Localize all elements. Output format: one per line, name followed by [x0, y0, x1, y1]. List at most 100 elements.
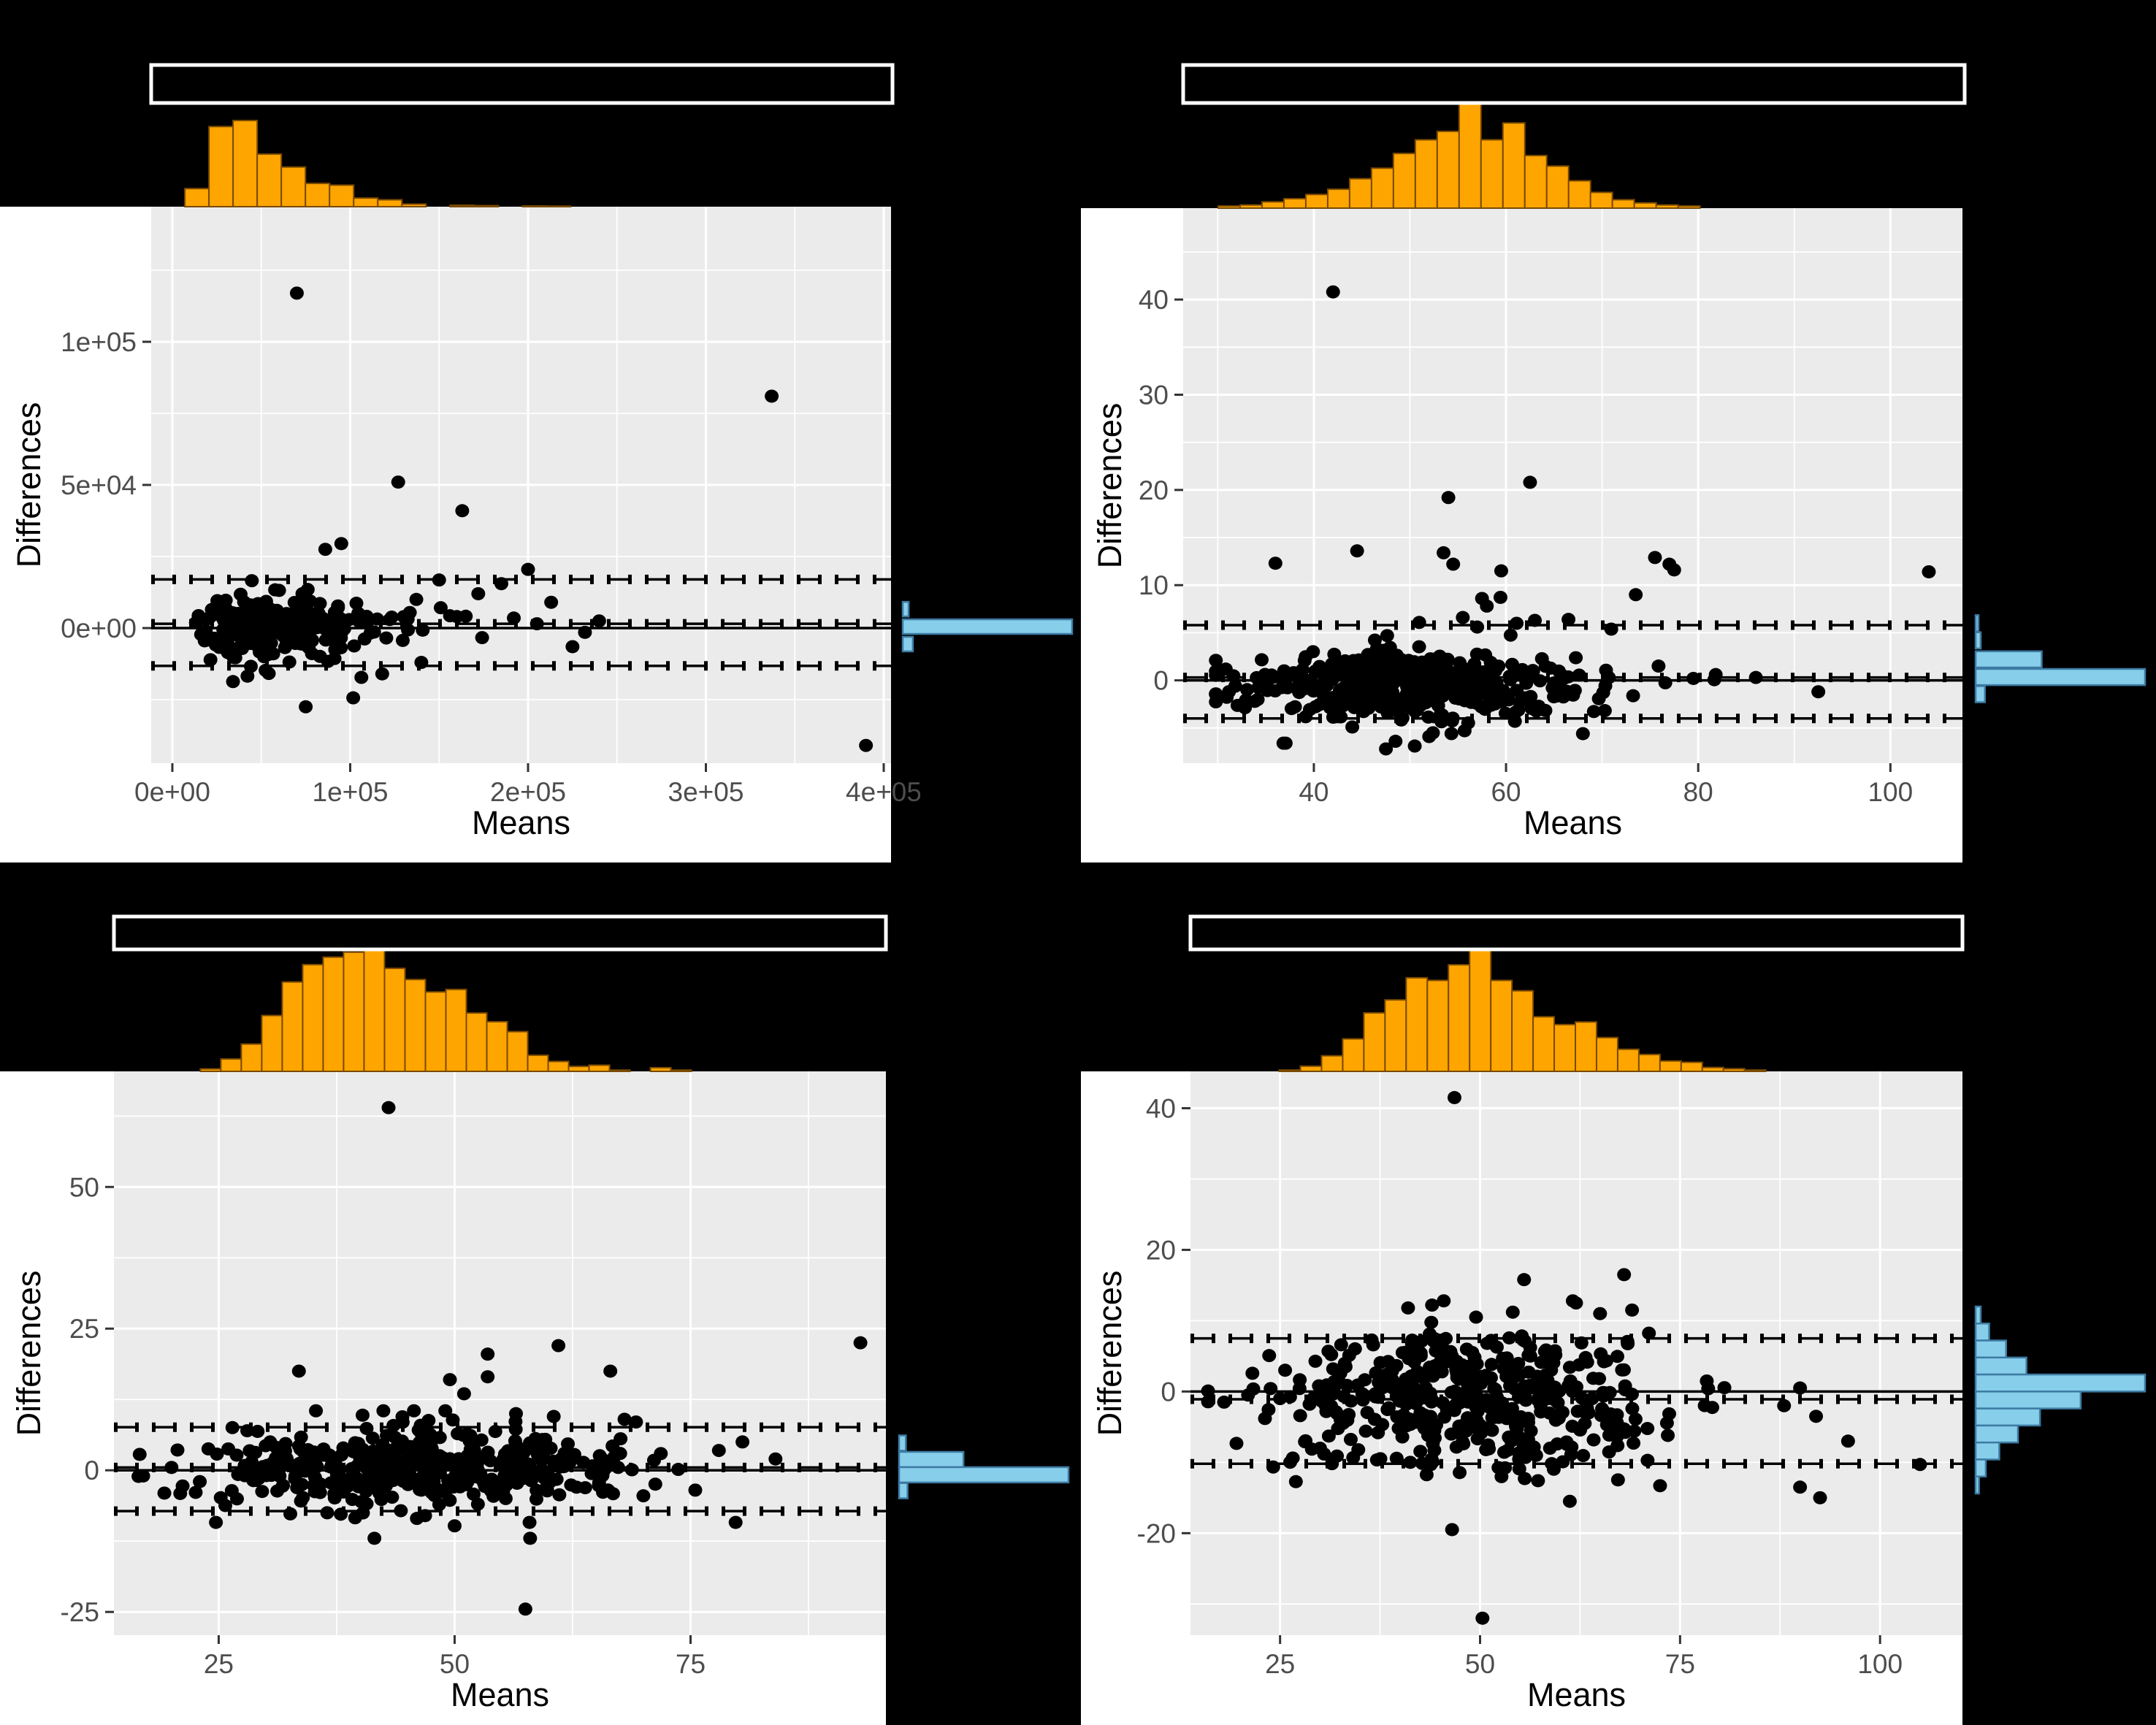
scatter-point — [1586, 1372, 1601, 1385]
scatter-point — [1548, 1409, 1562, 1423]
scatter-point — [409, 592, 424, 606]
right-hist-bar — [898, 1434, 907, 1452]
scatter-outlier-point — [391, 475, 405, 489]
scatter-point — [1474, 667, 1488, 681]
scatter-point — [1489, 676, 1504, 690]
scatter-point — [309, 1404, 324, 1418]
scatter-point — [1346, 1450, 1361, 1464]
right-hist-bar — [1974, 1407, 2041, 1427]
y-tick-label: -20 — [1137, 1518, 1176, 1548]
scatter-point — [1333, 691, 1348, 705]
scatter-points — [1201, 1090, 1927, 1625]
scatter-point — [1511, 1356, 1526, 1370]
scatter-point — [365, 1431, 380, 1445]
scatter-point — [1616, 1363, 1631, 1377]
scatter-point — [1412, 640, 1426, 654]
scatter-point — [1515, 1333, 1530, 1347]
scatter-point — [1562, 1494, 1577, 1508]
scatter-point — [1450, 1364, 1464, 1378]
scatter-point — [1510, 1421, 1524, 1435]
scatter-point — [1288, 700, 1302, 714]
top-hist-bar — [1659, 1060, 1682, 1073]
scatter-point — [1419, 1468, 1434, 1482]
right-hist-bar — [1974, 1458, 1987, 1478]
right-hist-bar — [901, 618, 1074, 635]
scatter-point — [248, 1474, 263, 1488]
right-hist-bar — [1974, 1323, 1990, 1342]
scatter-outlier-point — [1268, 556, 1282, 570]
scatter-point — [316, 1448, 330, 1462]
scatter-point — [1443, 1345, 1458, 1358]
scatter-outlier-point — [1593, 1307, 1608, 1320]
scatter-point — [1293, 1373, 1307, 1387]
scatter-point — [1518, 1472, 1532, 1485]
scatter-point — [347, 639, 362, 653]
scatter-outlier-point — [318, 543, 332, 556]
scatter-outlier-point — [617, 1412, 632, 1426]
scatter-point — [1494, 1469, 1509, 1483]
scatter-point — [257, 650, 272, 664]
x-tick-label: 1e+05 — [313, 777, 389, 807]
scatter-point — [470, 1497, 485, 1511]
right-hist-bar — [901, 635, 914, 653]
scatter-point — [412, 1447, 427, 1461]
scatter-point — [1209, 654, 1223, 668]
y-tick-label: 0 — [84, 1456, 99, 1485]
scatter-point — [605, 1487, 620, 1501]
scatter-point — [157, 1486, 172, 1500]
top-hist-bar — [220, 1058, 242, 1072]
scatter-point — [1401, 690, 1415, 704]
top-hist-bar — [1278, 1069, 1301, 1072]
top-hist-bar — [1616, 1048, 1640, 1072]
scatter-point — [278, 1444, 292, 1458]
scatter-point — [1478, 648, 1493, 662]
top-hist-bar — [1502, 122, 1526, 209]
top-hist-bar — [1545, 165, 1570, 209]
scatter-outlier-point — [1653, 1479, 1667, 1493]
scatter-point — [1512, 1368, 1526, 1382]
scatter-outlier-point — [471, 586, 486, 600]
scatter-point — [1586, 1433, 1601, 1447]
x-tick-label: 50 — [440, 1649, 470, 1679]
scatter-points — [188, 286, 874, 752]
scatter-point — [446, 1480, 461, 1494]
top-hist-bar — [1589, 191, 1613, 209]
scatter-point — [728, 1515, 743, 1529]
scatter-point — [1642, 1326, 1656, 1340]
scatter-point — [1394, 653, 1409, 667]
scatter-point — [213, 1491, 228, 1504]
scatter-point — [595, 1469, 610, 1483]
scatter-point — [356, 1506, 370, 1520]
scatter-outlier-point — [136, 1469, 150, 1483]
right-hist-bar — [1974, 668, 2147, 686]
scatter-point — [240, 599, 255, 613]
top-hist-bar — [521, 205, 548, 207]
top-hist-bar — [1348, 177, 1372, 209]
scatter-point — [1628, 1412, 1643, 1426]
x-tick-label: 40 — [1299, 777, 1329, 807]
scatter-point — [1503, 628, 1518, 642]
scatter-point — [1491, 1410, 1506, 1424]
scatter-outlier-point — [521, 562, 535, 576]
scatter-point — [1597, 1355, 1611, 1369]
scatter-point — [1407, 681, 1422, 695]
y-tick-label: 20 — [1146, 1235, 1176, 1265]
scatter-point — [221, 638, 236, 652]
scatter-point — [1597, 704, 1612, 718]
top-hist-bar — [329, 184, 355, 207]
scatter-point — [1358, 1424, 1373, 1438]
scatter-point — [226, 651, 241, 665]
scatter-point — [251, 1424, 265, 1438]
top-hist-bar — [305, 183, 331, 207]
scatter-point — [379, 631, 394, 645]
scatter-point — [389, 1441, 403, 1455]
top-hist-bar — [1370, 167, 1394, 209]
x-tick-label: 4e+05 — [846, 777, 922, 807]
scatter-point — [564, 1478, 578, 1492]
scatter-outlier-point — [546, 1410, 561, 1423]
scatter-outlier-point — [1350, 544, 1364, 558]
scatter-point — [1480, 1336, 1494, 1350]
top-hist-bar — [649, 1066, 672, 1073]
bland-altman-bottom-right: 25 50 75 100 -20 0 20 40 Means Differences — [1081, 914, 2147, 1725]
